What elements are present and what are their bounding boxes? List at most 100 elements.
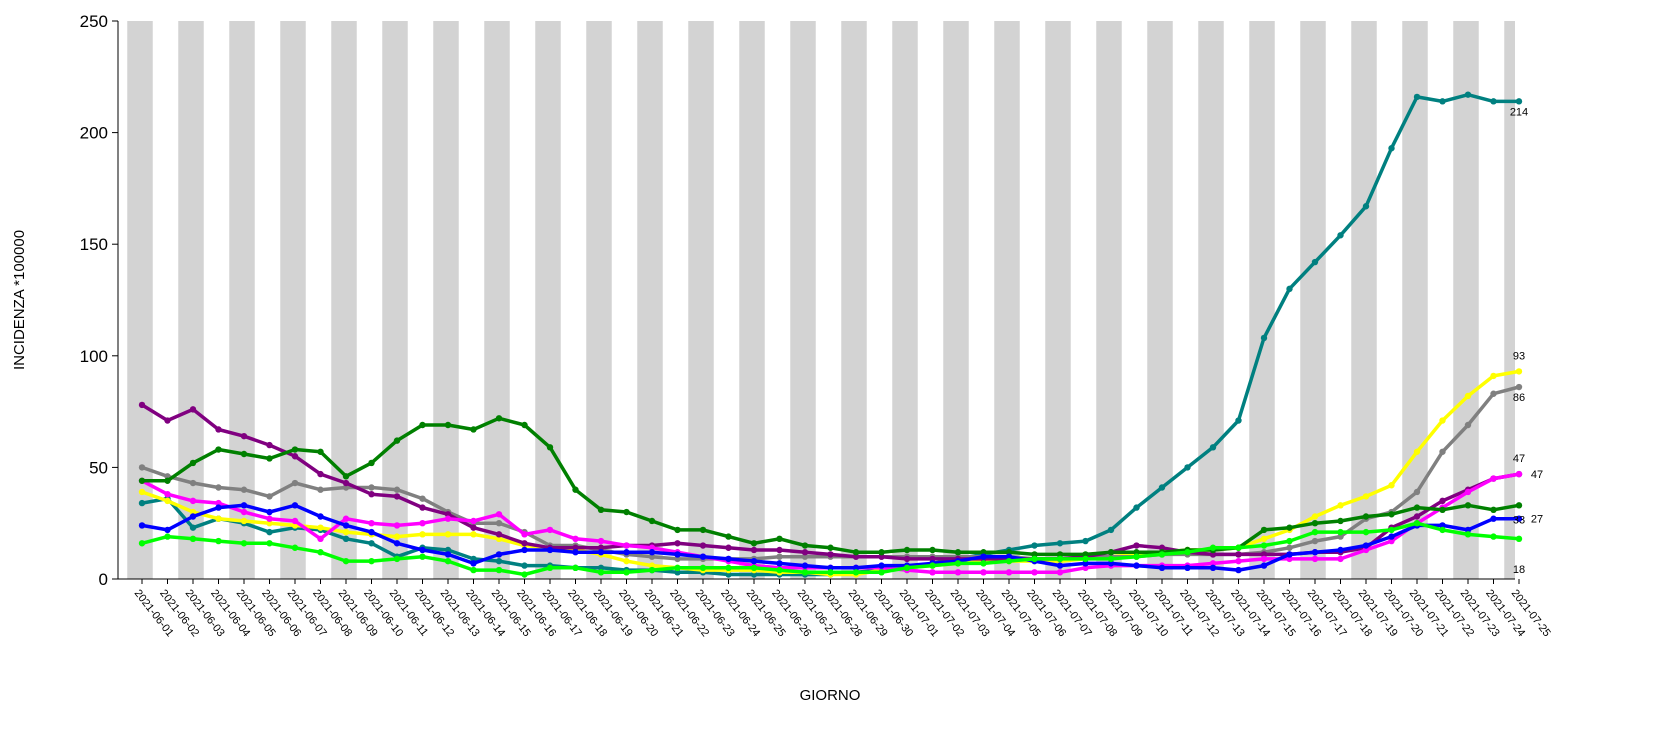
data-point bbox=[266, 441, 273, 449]
data-point bbox=[189, 497, 197, 505]
data-point bbox=[725, 564, 732, 572]
grid-band bbox=[739, 21, 765, 579]
data-point bbox=[1413, 448, 1421, 455]
series-end-label: 33 bbox=[1513, 514, 1525, 526]
data-point bbox=[1490, 515, 1497, 522]
data-point bbox=[1056, 551, 1064, 558]
data-point bbox=[776, 566, 783, 574]
data-point bbox=[1439, 448, 1446, 455]
series-line bbox=[138, 415, 1523, 558]
data-point bbox=[1515, 502, 1523, 509]
data-point bbox=[954, 549, 962, 556]
data-point bbox=[368, 484, 375, 491]
data-point bbox=[419, 520, 426, 527]
data-point bbox=[215, 504, 222, 511]
data-point bbox=[1082, 564, 1089, 572]
data-point bbox=[495, 535, 503, 543]
data-point bbox=[725, 533, 732, 540]
data-point bbox=[368, 459, 375, 467]
data-point bbox=[215, 537, 222, 545]
data-point bbox=[1082, 560, 1089, 567]
data-point bbox=[138, 522, 146, 529]
data-point bbox=[1235, 544, 1242, 551]
data-point bbox=[419, 553, 426, 560]
data-point bbox=[342, 479, 350, 487]
data-point bbox=[648, 566, 656, 574]
grid-band bbox=[382, 21, 408, 579]
data-point bbox=[1388, 511, 1395, 518]
data-point bbox=[903, 564, 911, 572]
data-point bbox=[1439, 522, 1446, 529]
data-point bbox=[597, 549, 605, 556]
data-point bbox=[852, 553, 860, 560]
data-point bbox=[1133, 562, 1140, 569]
data-point bbox=[138, 488, 146, 496]
data-point bbox=[317, 549, 324, 556]
data-point bbox=[648, 553, 656, 560]
data-point bbox=[1286, 551, 1293, 558]
data-point bbox=[521, 531, 528, 538]
series-end-label: 47 bbox=[1531, 469, 1543, 481]
series-end-label: 214 bbox=[1510, 106, 1528, 118]
data-point bbox=[1286, 555, 1293, 563]
data-point bbox=[827, 551, 834, 558]
data-point bbox=[1362, 513, 1370, 520]
data-point bbox=[1260, 551, 1268, 558]
data-point bbox=[470, 426, 477, 433]
data-point bbox=[266, 540, 273, 547]
data-point bbox=[1490, 475, 1497, 482]
data-point bbox=[852, 564, 860, 572]
series-end-label: 86 bbox=[1513, 392, 1525, 404]
data-point bbox=[572, 564, 579, 572]
data-point bbox=[1260, 555, 1268, 563]
data-point bbox=[1490, 390, 1497, 397]
data-point bbox=[1286, 524, 1293, 531]
data-point bbox=[1515, 470, 1523, 478]
data-point bbox=[1184, 549, 1191, 556]
data-point bbox=[342, 557, 350, 565]
data-point bbox=[623, 569, 630, 576]
data-point bbox=[1209, 551, 1217, 558]
data-point bbox=[1158, 484, 1166, 491]
data-point bbox=[1464, 488, 1472, 496]
y-tick-label: 200 bbox=[80, 124, 108, 143]
data-point bbox=[827, 544, 834, 551]
data-point bbox=[1235, 557, 1242, 565]
grid-band bbox=[178, 21, 204, 579]
data-point bbox=[240, 432, 248, 440]
data-point bbox=[1515, 515, 1523, 522]
data-point bbox=[1439, 526, 1446, 534]
data-point bbox=[393, 486, 401, 493]
grid-band bbox=[637, 21, 663, 579]
data-point bbox=[827, 564, 834, 572]
data-point bbox=[291, 453, 299, 460]
data-point bbox=[1362, 493, 1370, 500]
data-point bbox=[1133, 504, 1140, 511]
data-point bbox=[674, 569, 681, 576]
data-point bbox=[954, 560, 962, 567]
data-point bbox=[980, 553, 987, 560]
data-point bbox=[1133, 542, 1140, 549]
grid-band bbox=[229, 21, 255, 579]
data-point bbox=[801, 553, 809, 560]
data-point bbox=[419, 531, 426, 538]
data-point bbox=[980, 569, 987, 576]
data-point bbox=[240, 486, 248, 493]
data-point bbox=[878, 553, 885, 560]
series-end-label: 93 bbox=[1513, 350, 1525, 362]
data-point bbox=[393, 555, 401, 563]
data-point bbox=[215, 484, 222, 491]
data-point bbox=[929, 562, 936, 569]
data-point bbox=[419, 421, 426, 429]
data-point bbox=[1439, 497, 1446, 505]
data-point bbox=[215, 499, 222, 507]
grid-band bbox=[841, 21, 867, 579]
grid-band bbox=[586, 21, 612, 579]
data-point bbox=[623, 508, 630, 516]
data-point bbox=[1413, 488, 1421, 496]
data-point bbox=[342, 535, 350, 543]
data-point bbox=[674, 540, 681, 547]
data-point bbox=[266, 528, 273, 536]
